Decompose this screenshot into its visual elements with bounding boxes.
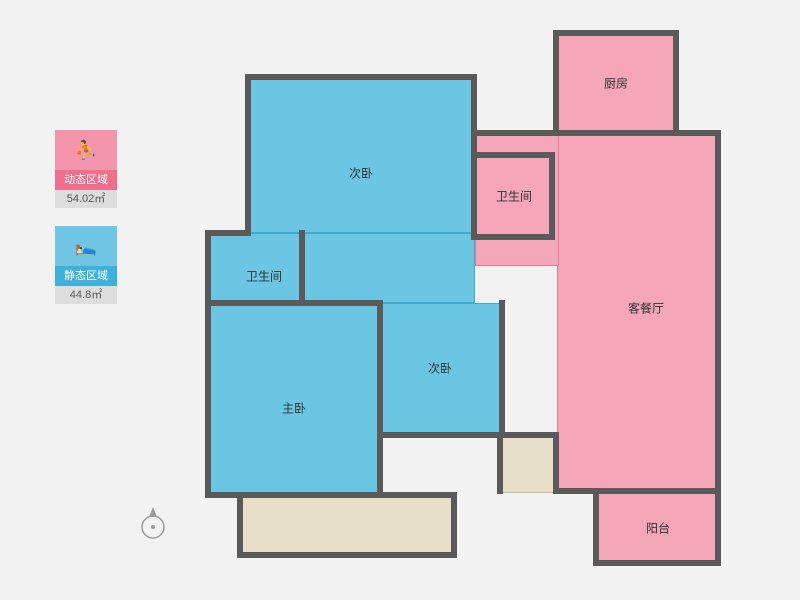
compass-icon [135,505,171,541]
wall-13 [715,130,721,494]
room-label-bath1: 卫生间 [496,188,532,205]
people-icon: ⛹ [55,130,117,170]
legend-static: 🛌 静态区域 44.8㎡ [55,226,117,304]
wall-24 [471,152,555,158]
room-bed2a [247,78,475,233]
room-entry [501,435,557,493]
legend-dynamic: ⛹ 动态区域 54.02㎡ [55,130,117,208]
wall-10 [553,30,677,36]
legend-dynamic-value: 54.02㎡ [55,190,117,208]
wall-25 [549,152,555,238]
room-label-bed2a: 次卧 [349,165,373,182]
wall-26 [471,234,555,240]
people-glyph: ⛹ [75,140,97,161]
floor-plan: 厨房客餐厅卫生间阳台次卧卫生间主卧次卧 [199,18,734,578]
wall-27 [499,300,505,436]
wall-14 [553,488,721,494]
wall-15 [593,488,599,566]
wall-7 [237,552,457,558]
room-label-master: 主卧 [282,400,306,417]
wall-20 [553,432,559,494]
room-label-balcony: 阳台 [646,520,670,537]
wall-16 [593,560,721,566]
wall-8 [237,496,243,556]
wall-12 [673,30,679,134]
wall-3 [205,230,249,236]
room-label-living: 客餐厅 [628,300,664,317]
wall-4 [205,230,211,496]
wall-1 [245,74,251,236]
wall-22 [299,230,305,302]
room-bal2 [241,495,453,555]
room-hall [303,233,475,303]
legend-static-label: 静态区域 [55,266,117,286]
wall-23 [205,300,383,306]
room-label-bath2: 卫生间 [246,268,282,285]
wall-28 [379,432,503,438]
room-label-bed2b: 次卧 [428,360,452,377]
legend-static-value: 44.8㎡ [55,286,117,304]
room-label-kitchen: 厨房 [604,75,628,92]
wall-0 [245,74,477,80]
bed-icon: 🛌 [55,226,117,266]
wall-19 [497,432,503,494]
room-master [209,303,379,493]
wall-9 [473,130,721,136]
wall-21 [377,300,383,494]
bed-glyph: 🛌 [75,236,97,257]
wall-11 [553,30,559,134]
wall-17 [715,488,721,566]
legend-dynamic-label: 动态区域 [55,170,117,190]
wall-6 [451,492,457,556]
wall-18 [497,432,559,438]
legend: ⛹ 动态区域 54.02㎡ 🛌 静态区域 44.8㎡ [55,130,117,322]
